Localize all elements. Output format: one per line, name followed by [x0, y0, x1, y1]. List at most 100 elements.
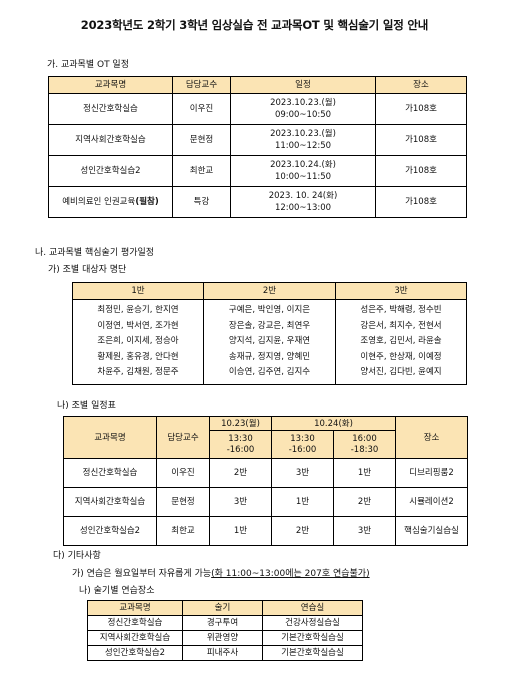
practice-note-text: 가) 연습은 월요일부터 자유롭게 가능 [72, 569, 212, 579]
table-row: 지역사회간호학실습 문현정 2023.10.23.(월) 11:00~12:50 … [48, 124, 467, 156]
name-line: 송재규, 정지영, 양혜민 [228, 351, 311, 362]
room-cell: 시뮬레이션2 [395, 487, 469, 517]
page-title: 2023학년도 2학기 3학년 임상실습 전 교과목OT 및 핵심술기 일정 안… [80, 18, 429, 32]
skill-cell: 피내주사 [182, 645, 263, 661]
skill-cell: 위관영양 [182, 630, 263, 646]
table-row: 정신간호학실습 경구투여 건강사정실습실 [87, 615, 363, 631]
group-2-names: 구예은, 박인영, 이지은 장은솔, 강교은, 최연우 양지석, 김지윤, 우재… [203, 299, 336, 385]
name-line: 구예은, 박인영, 이지은 [228, 305, 311, 315]
schedule-subheading: 나) 조별 일정표 [57, 401, 116, 411]
room-cell: 핵심술기실습실 [395, 516, 469, 546]
room-cell: 가108호 [375, 155, 467, 187]
group-cell: 3반 [271, 458, 334, 488]
sched-header-room: 장소 [395, 416, 469, 459]
time-text: 12:00~13:00 [274, 203, 332, 213]
name-line: 이정연, 박서연, 조가현 [97, 320, 179, 331]
slot-start: 13:30 [290, 433, 315, 444]
name-line: 최정민, 윤승기, 한지연 [97, 305, 179, 315]
course-cell: 정신간호학실습 [87, 615, 183, 631]
header-date: 일정 [230, 76, 376, 94]
group-header-2: 2반 [203, 282, 336, 300]
ot-schedule-table: 교과목명 담당교수 일정 장소 정신간호학실습 이우진 2023.10.23.(… [48, 76, 467, 218]
prof-cell: 문현정 [172, 124, 231, 156]
group-header-1: 1반 [72, 282, 204, 300]
prof-cell: 최한교 [156, 516, 210, 546]
time-text: 11:00~12:50 [274, 141, 332, 151]
table-row: 정신간호학실습 이우진 2반 3반 1반 디브리핑룸2 [63, 458, 469, 488]
datetime-cell: 2023.10.23.(월) 09:00~10:50 [230, 93, 376, 125]
room-cell: 디브리핑룸2 [395, 458, 469, 488]
practice-rooms-subheading: 나) 술기별 연습장소 [79, 586, 155, 596]
table-row: 성인간호학실습2 피내주사 기본간호학실습실 [87, 645, 363, 661]
section-a-heading: 가. 교과목별 OT 일정 [47, 60, 129, 70]
date-text: 2023.10.23.(월) [270, 98, 336, 108]
name-line: 차윤주, 김채원, 정문주 [97, 367, 179, 377]
group-cell: 1반 [209, 516, 272, 546]
time-text: 09:00~10:50 [274, 110, 332, 120]
prof-cell: 특강 [172, 186, 231, 218]
time-text: 10:00~11:50 [274, 172, 332, 182]
slot-end: -18:30 [350, 444, 379, 455]
table-row: 성인간호학실습2 최한교 2023.10.24.(화) 10:00~11:50 가… [48, 155, 467, 187]
prof-cell: 최한교 [172, 155, 231, 187]
prof-cell: 문현정 [156, 487, 210, 517]
header-room: 장소 [375, 76, 467, 94]
date-text: 2023. 10. 24(화) [268, 191, 338, 201]
sched-header-slot1: 13:30 -16:00 [209, 430, 272, 459]
room-cell: 건강사정실습실 [262, 615, 363, 631]
datetime-cell: 2023.10.23.(월) 11:00~12:50 [230, 124, 376, 156]
group-cell: 2반 [271, 516, 334, 546]
practice-header-course: 교과목명 [87, 600, 183, 616]
sched-header-slot3: 16:00 -18:30 [332, 430, 397, 459]
slot-end: -16:00 [226, 444, 255, 455]
room-cell: 가108호 [375, 93, 467, 125]
name-line: 강은서, 최지수, 전현서 [360, 320, 442, 331]
group-header-3: 3반 [335, 282, 467, 300]
course-cell: 정신간호학실습 [48, 93, 173, 125]
group-cell: 2반 [209, 458, 272, 488]
sched-header-course: 교과목명 [63, 416, 157, 459]
slot-start: 16:00 [352, 433, 377, 444]
course-cell: 성인간호학실습2 [87, 645, 183, 661]
room-cell: 기본간호학실습실 [262, 630, 363, 646]
header-prof: 담당교수 [172, 76, 231, 94]
sched-header-day2: 10.24(화) [270, 416, 397, 431]
name-line: 장은솔, 강교은, 최연우 [228, 320, 311, 331]
prof-cell: 이우진 [172, 93, 231, 125]
group-cell: 3반 [209, 487, 272, 517]
groups-subheading: 가) 조별 대상자 명단 [48, 265, 127, 275]
table-row: 예비의료인 인권교육(필참) 특강 2023. 10. 24(화) 12:00~1… [48, 186, 467, 218]
group-3-names: 성은주, 박해령, 정수빈 강은서, 최지수, 전현서 조영호, 김민서, 라윤… [335, 299, 467, 385]
group-schedule-table: 교과목명 담당교수 10.23(월) 10.24(화) 장소 13:30 -16:… [63, 416, 469, 546]
table-row: 성인간호학실습2 최한교 1반 2반 3반 핵심술기실습실 [63, 516, 469, 546]
prof-cell: 이우진 [156, 458, 210, 488]
course-cell: 성인간호학실습2 [48, 155, 173, 187]
slot-end: -16:00 [288, 444, 317, 455]
group-list-table: 1반 2반 3반 최정민, 윤승기, 한지연 이정연, 박서연, 조가현 조은희… [72, 282, 467, 385]
date-text: 2023.10.24.(화) [270, 160, 336, 170]
group-cell: 2반 [332, 487, 397, 517]
group-cell: 3반 [332, 516, 397, 546]
practice-note-restriction: (화 11:00~13:00에는 207호 연습불가) [211, 569, 370, 579]
name-line: 조은희, 이지세, 정승아 [97, 336, 179, 346]
datetime-cell: 2023.10.24.(화) 10:00~11:50 [230, 155, 376, 187]
sched-header-slot2: 13:30 -16:00 [271, 430, 334, 459]
datetime-cell: 2023. 10. 24(화) 12:00~13:00 [230, 186, 376, 218]
course-cell: 지역사회간호학실습 [63, 487, 157, 517]
skill-cell: 경구투여 [182, 615, 263, 631]
name-line: 조영호, 김민서, 라윤솔 [360, 336, 442, 346]
group-cell: 1반 [332, 458, 397, 488]
section-b-heading: 나. 교과목별 핵심술기 평가일정 [35, 248, 155, 258]
name-line: 성은주, 박해령, 정수빈 [360, 305, 442, 315]
date-text: 2023.10.23.(월) [270, 129, 336, 139]
table-row: 지역사회간호학실습 문현정 3반 1반 2반 시뮬레이션2 [63, 487, 469, 517]
course-cell: 지역사회간호학실습 [87, 630, 183, 646]
course-text: 예비의료인 인권교육 [62, 197, 136, 207]
practice-header-room: 연습실 [262, 600, 363, 616]
table-row: 지역사회간호학실습 위관영양 기본간호학실습실 [87, 630, 363, 646]
practice-header-skill: 술기 [182, 600, 263, 616]
header-course: 교과목명 [48, 76, 173, 94]
sched-header-prof: 담당교수 [156, 416, 210, 459]
practice-note: 가) 연습은 월요일부터 자유롭게 가능(화 11:00~13:00에는 207… [72, 566, 370, 579]
room-cell: 가108호 [375, 186, 467, 218]
